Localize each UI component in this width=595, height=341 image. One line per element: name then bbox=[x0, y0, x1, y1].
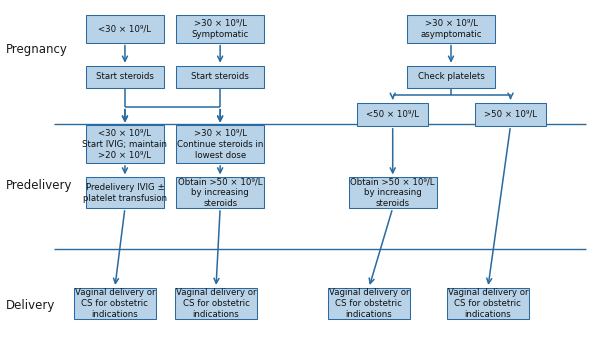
FancyBboxPatch shape bbox=[176, 125, 264, 163]
FancyBboxPatch shape bbox=[175, 288, 257, 319]
Text: >30 × 10⁹/L
Continue steroids in
lowest dose: >30 × 10⁹/L Continue steroids in lowest … bbox=[177, 129, 264, 160]
Text: Start steroids: Start steroids bbox=[191, 72, 249, 81]
FancyBboxPatch shape bbox=[86, 15, 164, 43]
FancyBboxPatch shape bbox=[407, 15, 495, 43]
Text: Vaginal delivery or
CS for obstetric
indications: Vaginal delivery or CS for obstetric ind… bbox=[74, 288, 155, 319]
Text: >30 × 10⁹/L
Symptomatic: >30 × 10⁹/L Symptomatic bbox=[192, 19, 249, 39]
Text: Predelivery: Predelivery bbox=[6, 179, 73, 192]
FancyBboxPatch shape bbox=[176, 15, 264, 43]
FancyBboxPatch shape bbox=[328, 288, 410, 319]
FancyBboxPatch shape bbox=[176, 65, 264, 88]
Text: Obtain >50 × 10⁹/L
by increasing
steroids: Obtain >50 × 10⁹/L by increasing steroid… bbox=[178, 177, 262, 208]
Text: Vaginal delivery or
CS for obstetric
indications: Vaginal delivery or CS for obstetric ind… bbox=[447, 288, 528, 319]
FancyBboxPatch shape bbox=[349, 177, 437, 208]
Text: <30 × 10⁹/L: <30 × 10⁹/L bbox=[98, 25, 152, 33]
Text: Delivery: Delivery bbox=[6, 299, 55, 312]
FancyBboxPatch shape bbox=[86, 177, 164, 208]
Text: >30 × 10⁹/L
asymptomatic: >30 × 10⁹/L asymptomatic bbox=[420, 19, 482, 39]
Text: Vaginal delivery or
CS for obstetric
indications: Vaginal delivery or CS for obstetric ind… bbox=[176, 288, 256, 319]
Text: Predelivery IVIG ±
platelet transfusion: Predelivery IVIG ± platelet transfusion bbox=[83, 183, 167, 203]
FancyBboxPatch shape bbox=[176, 177, 264, 208]
FancyBboxPatch shape bbox=[447, 288, 529, 319]
FancyBboxPatch shape bbox=[357, 103, 428, 126]
FancyBboxPatch shape bbox=[407, 65, 495, 88]
FancyBboxPatch shape bbox=[475, 103, 546, 126]
Text: Vaginal delivery or
CS for obstetric
indications: Vaginal delivery or CS for obstetric ind… bbox=[328, 288, 409, 319]
Text: <50 × 10⁹/L: <50 × 10⁹/L bbox=[366, 110, 419, 119]
Text: Check platelets: Check platelets bbox=[418, 72, 484, 81]
FancyBboxPatch shape bbox=[86, 65, 164, 88]
Text: Pregnancy: Pregnancy bbox=[6, 43, 68, 56]
Text: Start steroids: Start steroids bbox=[96, 72, 154, 81]
FancyBboxPatch shape bbox=[86, 125, 164, 163]
Text: Obtain >50 × 10⁹/L
by increasing
steroids: Obtain >50 × 10⁹/L by increasing steroid… bbox=[350, 177, 435, 208]
Text: >50 × 10⁹/L: >50 × 10⁹/L bbox=[484, 110, 537, 119]
FancyBboxPatch shape bbox=[74, 288, 156, 319]
Text: <30 × 10⁹/L
Start IVIG; maintain
>20 × 10⁹/L: <30 × 10⁹/L Start IVIG; maintain >20 × 1… bbox=[83, 129, 167, 160]
